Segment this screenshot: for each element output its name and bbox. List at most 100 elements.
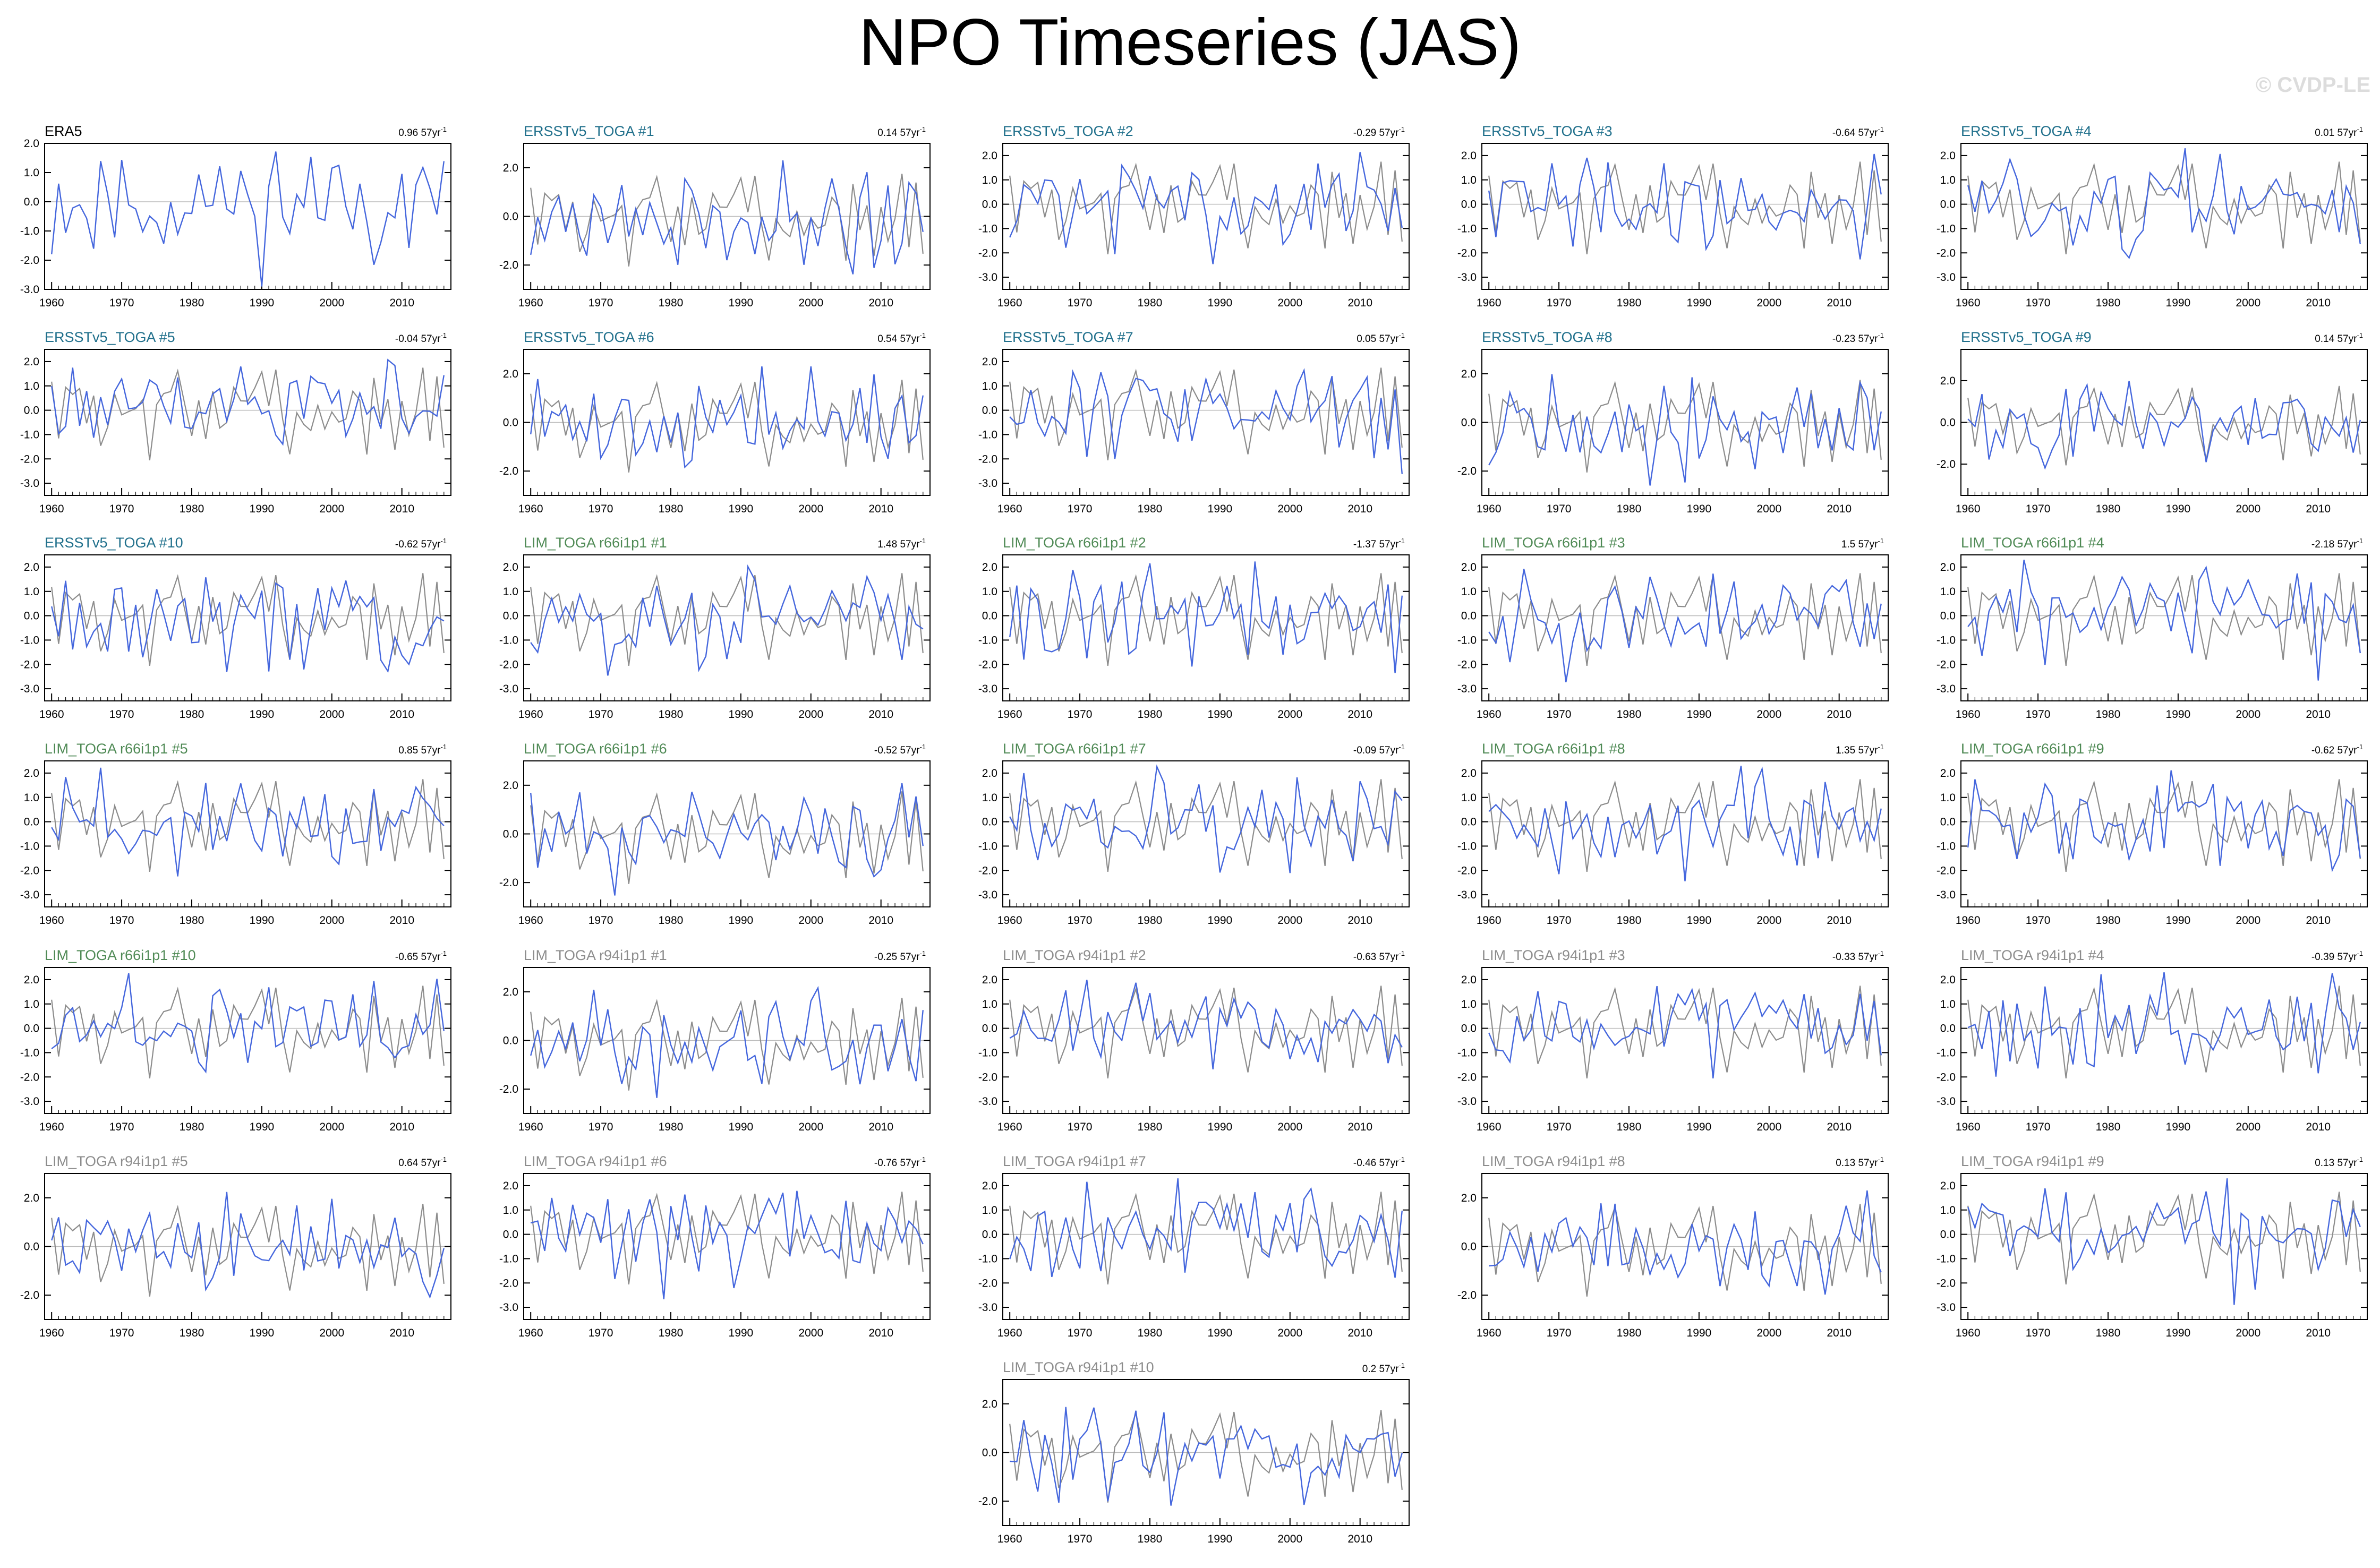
x-tick-label: 1990 — [250, 1327, 275, 1339]
y-tick-label: -1.0 — [978, 634, 997, 646]
panel-title: LIM_TOGA r94i1p1 #9 — [1961, 1153, 2104, 1169]
y-tick-label: 1.0 — [503, 586, 518, 598]
x-tick-label: 2010 — [389, 1121, 414, 1133]
y-tick-label: 2.0 — [1461, 150, 1477, 162]
panel-trend-label: -0.25 57yr-1 — [874, 949, 926, 963]
x-tick-label: 1990 — [1687, 1121, 1712, 1133]
y-tick-label: 1.0 — [1461, 792, 1477, 804]
reference-series-line — [1009, 367, 1403, 461]
reference-series-line — [1009, 779, 1403, 872]
panel-trend-label: -0.65 57yr-1 — [395, 949, 447, 963]
member-series-line — [51, 577, 445, 673]
y-tick-label: 0.0 — [982, 610, 997, 622]
x-tick-label: 1960 — [1956, 1327, 1981, 1339]
panel-title: ERSSTv5_TOGA #1 — [524, 123, 654, 139]
x-tick-label: 2010 — [1827, 708, 1852, 721]
y-tick-label: -1.0 — [20, 1047, 39, 1059]
x-tick-label: 1980 — [180, 297, 204, 309]
reference-series-line — [530, 998, 924, 1091]
x-tick-label: 1970 — [1068, 1121, 1093, 1133]
trend-superscript: -1 — [1878, 1155, 1884, 1163]
y-tick-label: 2.0 — [503, 561, 518, 573]
trend-superscript: -1 — [2357, 1155, 2363, 1163]
plot-frame — [44, 554, 451, 701]
panel-9: ERSSTv5_TOGA #8 -0.23 57yr-1 2.0 0.0 -2.0 196… — [1457, 329, 1889, 515]
x-tick-label: 2010 — [1347, 708, 1372, 721]
plot-frame — [44, 967, 451, 1114]
x-tick-label: 2000 — [1277, 914, 1302, 927]
y-tick-label: -3.0 — [20, 683, 39, 695]
y-tick-label: -3.0 — [978, 889, 997, 901]
y-tick-label: -2.0 — [1457, 658, 1477, 671]
x-tick-label: 1960 — [39, 914, 64, 927]
plot-frame — [1002, 349, 1410, 496]
panel-trend-label: -0.39 57yr-1 — [2311, 949, 2363, 963]
y-tick-label: 1.0 — [1940, 792, 1956, 804]
member-series-line — [1488, 374, 1882, 486]
y-tick-label: -2.0 — [499, 658, 518, 671]
panel-trend-label: 0.2 57yr-1 — [1362, 1361, 1405, 1375]
panel-title: ERSSTv5_TOGA #9 — [1961, 329, 2092, 345]
x-tick-label: 2010 — [1827, 1121, 1852, 1133]
plot-frame — [1002, 1173, 1410, 1320]
y-tick-label: 1.0 — [982, 1204, 997, 1216]
trend-superscript: -1 — [919, 125, 926, 133]
plot-frame — [1960, 1173, 2368, 1320]
y-tick-label: 2.0 — [24, 974, 39, 986]
panel-trend-label: 0.14 57yr-1 — [2315, 331, 2363, 345]
reference-series-line — [530, 174, 924, 267]
x-tick-label: 1980 — [1617, 503, 1642, 515]
x-tick-label: 1960 — [39, 297, 64, 309]
y-tick-label: -1.0 — [1457, 222, 1477, 235]
panel-15: LIM_TOGA r66i1p1 #4 -2.18 57yr-1 2.0 1.0 0.0… — [1937, 535, 2368, 721]
reference-series-line — [1009, 986, 1403, 1079]
x-tick-label: 2000 — [319, 503, 344, 515]
x-tick-label: 1990 — [250, 297, 275, 309]
y-tick-label: 1.0 — [1461, 174, 1477, 186]
x-tick-label: 1960 — [997, 708, 1022, 721]
member-series-line — [1009, 368, 1403, 474]
panel-trend-label: 0.64 57yr-1 — [398, 1155, 447, 1169]
x-tick-label: 1990 — [2166, 1121, 2191, 1133]
x-tick-label: 1990 — [729, 297, 754, 309]
y-tick-label: 2.0 — [24, 138, 39, 150]
y-tick-label: -3.0 — [1937, 683, 1956, 695]
x-tick-label: 1980 — [659, 708, 684, 721]
panel-title: ERA5 — [45, 123, 82, 139]
y-tick-label: 0.0 — [1940, 1023, 1956, 1035]
panel-5: ERSSTv5_TOGA #4 0.01 57yr-1 2.0 1.0 0.0 -1.0 -… — [1937, 123, 2368, 309]
y-tick-label: 0.0 — [24, 196, 39, 208]
panel-trend-label: -0.33 57yr-1 — [1832, 949, 1884, 963]
x-tick-label: 1980 — [659, 503, 684, 515]
panel-11: ERSSTv5_TOGA #10 -0.62 57yr-1 2.0 1.0 0.0 -1.… — [20, 535, 451, 721]
y-tick-label: -3.0 — [1937, 271, 1956, 284]
panel-title: LIM_TOGA r66i1p1 #10 — [45, 947, 196, 963]
panel-trend-label: 0.85 57yr-1 — [398, 743, 447, 756]
y-tick-label: -3.0 — [978, 1095, 997, 1108]
y-tick-label: -3.0 — [20, 1095, 39, 1108]
x-tick-label: 1990 — [2166, 503, 2191, 515]
member-series-line — [530, 986, 924, 1098]
panel-title: LIM_TOGA r94i1p1 #8 — [1482, 1153, 1625, 1169]
y-tick-label: -2.0 — [20, 453, 39, 465]
panel-title: LIM_TOGA r66i1p1 #8 — [1482, 741, 1625, 757]
reference-series-line — [1967, 573, 2361, 666]
x-tick-label: 1970 — [2026, 1121, 2051, 1133]
x-tick-label: 1980 — [1138, 503, 1163, 515]
reference-series-line — [1488, 573, 1882, 666]
panel-title: LIM_TOGA r66i1p1 #2 — [1003, 535, 1146, 551]
y-tick-label: 0.0 — [503, 828, 518, 841]
panel-trend-label: -1.37 57yr-1 — [1353, 537, 1405, 550]
x-tick-label: 1960 — [39, 708, 64, 721]
member-series-line — [1009, 764, 1403, 873]
x-tick-label: 1970 — [588, 1327, 613, 1339]
panel-31: LIM_TOGA r94i1p1 #10 0.2 57yr-1 2.0 0.0 -2.0… — [978, 1359, 1410, 1545]
x-tick-label: 2000 — [1756, 1121, 1781, 1133]
member-series-line — [1488, 569, 1882, 683]
y-tick-label: -3.0 — [20, 477, 39, 490]
x-tick-label: 2000 — [2236, 297, 2260, 309]
x-tick-label: 2000 — [798, 1121, 823, 1133]
y-tick-label: 0.0 — [24, 1023, 39, 1035]
x-tick-label: 1970 — [588, 914, 613, 927]
x-tick-label: 2010 — [868, 503, 893, 515]
